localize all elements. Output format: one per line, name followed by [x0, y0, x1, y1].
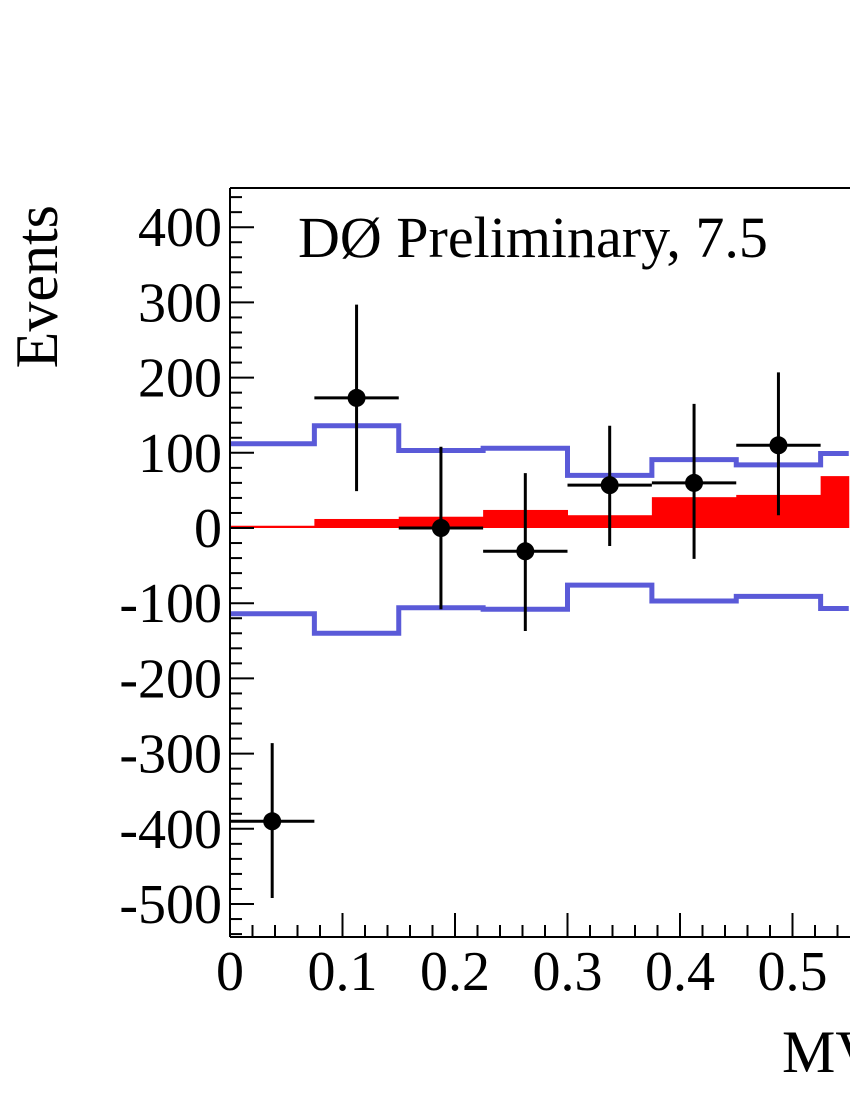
- y-tick-label: 300: [138, 272, 222, 334]
- data-point: [314, 304, 399, 492]
- signal-bar: [820, 476, 850, 528]
- x-tick-label: 0.3: [533, 941, 603, 1003]
- y-tick-label: 100: [138, 423, 222, 485]
- plot-area: [230, 188, 850, 937]
- y-tick-label: 400: [138, 197, 222, 259]
- band-lower-line: [230, 582, 849, 636]
- x-tick-label: 0: [216, 941, 244, 1003]
- y-tick-label: 0: [194, 498, 222, 560]
- data-marker: [431, 519, 450, 537]
- data-marker: [263, 812, 282, 831]
- data-points: [230, 304, 821, 898]
- signal-bar: [230, 525, 315, 528]
- y-tick-label: -400: [119, 799, 222, 861]
- y-axis-title: Events: [4, 205, 70, 368]
- y-tick-label: 200: [138, 348, 222, 410]
- data-point: [398, 446, 484, 610]
- x-tick-label: 0.2: [420, 941, 490, 1003]
- data-point: [651, 403, 737, 559]
- annotation-text: DØ Preliminary, 7.5: [298, 205, 768, 270]
- data-point: [736, 372, 821, 516]
- y-tick-label: -300: [119, 724, 222, 786]
- y-tick-label: -200: [119, 648, 222, 710]
- x-axis-title: MV: [782, 1019, 850, 1085]
- x-tick-label: 0.4: [645, 941, 715, 1003]
- signal-histogram: [230, 476, 850, 528]
- data-point: [483, 473, 568, 632]
- signal-bar: [314, 518, 400, 528]
- x-tick-label: 0.1: [308, 941, 378, 1003]
- labels: DØ Preliminary, 7.5 Events MV: [4, 205, 850, 1085]
- x-tick-label: 0.5: [758, 941, 828, 1003]
- data-marker: [685, 473, 704, 492]
- y-tick-label: -100: [119, 573, 222, 635]
- data-point: [567, 425, 652, 547]
- y-tick-label: -500: [119, 874, 222, 936]
- data-marker: [347, 388, 366, 407]
- data-marker: [516, 542, 535, 561]
- data-marker: [769, 436, 788, 455]
- data-marker: [600, 476, 619, 495]
- data-point: [230, 743, 315, 898]
- plot-background: [230, 188, 850, 937]
